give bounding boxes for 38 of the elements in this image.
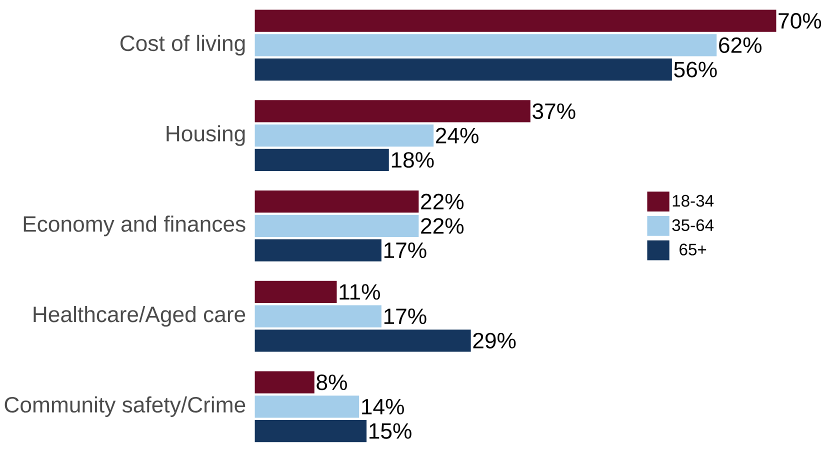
data-label: 24% [436,128,478,144]
legend-label: 65+ [680,244,706,256]
data-label: 17% [384,308,426,324]
bar [254,10,776,32]
bar [254,58,672,81]
data-label: 22% [421,194,464,210]
bar [254,305,382,328]
bar [254,100,530,122]
bar [254,214,419,238]
data-label: 70% [778,13,822,29]
data-label: 18% [392,152,434,168]
data-label: 14% [362,398,404,414]
legend-label: 35-64 [672,219,714,232]
bar [254,124,434,147]
y-tick-label: Community safety/Crime [4,396,246,418]
bar [254,420,367,442]
bar [254,34,717,56]
y-tick-label: Economy and finances [24,216,246,236]
data-label: 37% [532,103,576,120]
y-tick-label: Healthcare/Aged care [34,306,246,327]
y-tick-label: Housing [166,125,245,146]
data-label: 15% [370,423,412,439]
data-label: 17% [384,242,426,258]
data-label: 29% [473,332,516,349]
bar [254,239,382,262]
bar [254,330,471,352]
y-tick-label: Cost of living [120,34,245,56]
bar [254,396,360,418]
data-label: 22% [421,218,464,234]
bar [254,148,389,172]
bar [254,371,314,394]
bar [254,190,419,213]
data-label: 11% [340,284,380,300]
data-label: 56% [674,62,717,78]
data-label: 62% [719,37,762,54]
bar [254,280,337,304]
data-label: 8% [316,374,347,390]
legend-label: 18-34 [672,194,714,207]
